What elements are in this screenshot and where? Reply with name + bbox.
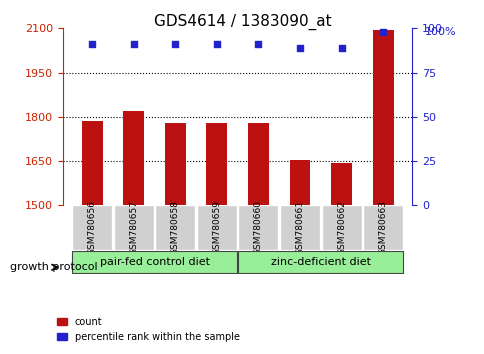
FancyBboxPatch shape — [279, 205, 319, 250]
Bar — [372, 30, 393, 205]
FancyBboxPatch shape — [238, 205, 278, 250]
FancyBboxPatch shape — [197, 205, 236, 250]
FancyBboxPatch shape — [321, 205, 361, 250]
Text: GSM780661: GSM780661 — [295, 200, 304, 255]
Point — [337, 45, 345, 51]
Text: GSM780663: GSM780663 — [378, 200, 387, 255]
Bar — [247, 123, 268, 205]
Text: GSM780656: GSM780656 — [88, 200, 96, 255]
Bar — [289, 160, 310, 205]
Text: GSM780657: GSM780657 — [129, 200, 138, 255]
Bar — [82, 121, 102, 205]
FancyBboxPatch shape — [155, 205, 195, 250]
Text: GSM780662: GSM780662 — [336, 200, 346, 255]
Y-axis label: 100%: 100% — [424, 27, 455, 36]
Point — [296, 45, 303, 51]
Text: pair-fed control diet: pair-fed control diet — [99, 257, 209, 267]
Text: growth protocol: growth protocol — [10, 262, 97, 272]
Text: GSM780659: GSM780659 — [212, 200, 221, 255]
Text: GDS4614 / 1383090_at: GDS4614 / 1383090_at — [153, 14, 331, 30]
Point — [130, 41, 137, 47]
FancyBboxPatch shape — [114, 205, 153, 250]
FancyBboxPatch shape — [72, 205, 112, 250]
Text: GSM780658: GSM780658 — [170, 200, 180, 255]
Legend: count, percentile rank within the sample: count, percentile rank within the sample — [53, 313, 243, 346]
Point — [212, 41, 220, 47]
FancyBboxPatch shape — [72, 251, 236, 273]
Point — [171, 41, 179, 47]
Text: GSM780660: GSM780660 — [254, 200, 262, 255]
Point — [254, 41, 262, 47]
Bar — [331, 162, 351, 205]
Point — [378, 29, 386, 35]
FancyBboxPatch shape — [238, 251, 402, 273]
Bar — [206, 123, 227, 205]
FancyBboxPatch shape — [363, 205, 402, 250]
Text: zinc-deficient diet: zinc-deficient diet — [270, 257, 370, 267]
Point — [88, 41, 96, 47]
Bar — [165, 123, 185, 205]
Bar — [123, 111, 144, 205]
